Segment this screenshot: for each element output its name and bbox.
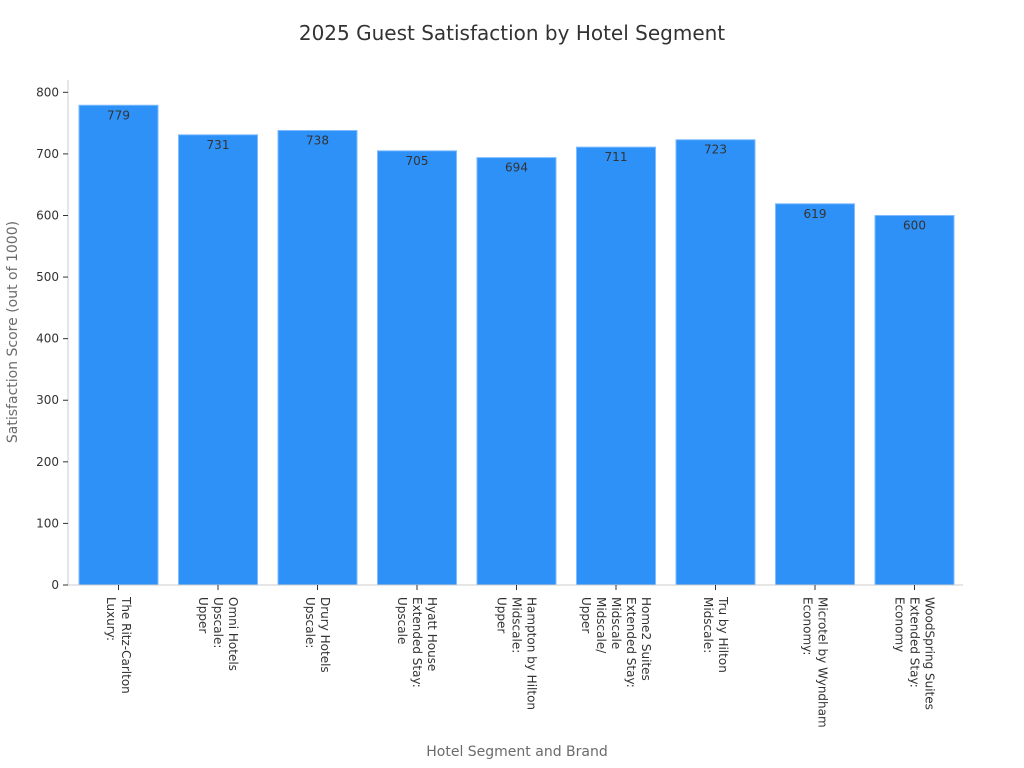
data-label: 600 — [903, 218, 926, 232]
x-tick-label-line: Midscale/ — [594, 597, 608, 654]
x-tick-label: Economy Extended Stay: WoodSpring Suites — [893, 597, 937, 710]
x-tick-label: Upscale Extended Stay: Hyatt House — [395, 597, 439, 688]
data-label: 694 — [505, 161, 528, 175]
x-tick-label-line: Upper — [495, 597, 509, 633]
x-tick-label: Luxury: The Ritz-Carlton — [104, 596, 133, 694]
x-axis-title: Hotel Segment and Brand — [426, 744, 607, 760]
x-tick-label-line: Tru by Hilton — [716, 596, 730, 673]
x-tick-label-line: Omni Hotels — [226, 597, 240, 671]
bar — [78, 104, 159, 586]
x-tick-label-line: The Ritz-Carlton — [119, 596, 133, 694]
y-tick-label: 800 — [36, 85, 59, 99]
chart-title: 2025 Guest Satisfaction by Hotel Segment — [299, 21, 725, 45]
x-tick-label-line: Upscale — [395, 597, 409, 644]
bars-layer: 779 731 738 705 694 711 723 619 600 — [78, 104, 955, 586]
data-label: 731 — [207, 138, 230, 152]
x-tick-label-line: Economy: — [801, 597, 815, 655]
x-tick-label-line: Hampton by Hilton — [525, 597, 539, 710]
x-tick-label-line: Upscale: — [303, 597, 317, 648]
y-tick-label: 200 — [36, 455, 59, 469]
bar — [576, 146, 656, 586]
axes-layer: 0 100 200 300 400 500 600 700 800 Luxury: The Ritz… — [36, 80, 963, 728]
x-tick-label-line: Luxury: — [104, 597, 118, 641]
x-tick-label-line: Upscale: — [211, 597, 225, 648]
x-tick-label: Economy: Microtel by Wyndham — [801, 597, 830, 728]
x-tick-label-line: Drury Hotels — [318, 597, 332, 673]
x-tick-label-line: Upper — [196, 597, 210, 633]
data-label: 619 — [804, 207, 827, 221]
y-tick-label: 100 — [36, 516, 59, 530]
x-tick-label-line: Extended Stay: — [908, 597, 922, 688]
x-tick-label-line: Upper — [579, 597, 593, 633]
x-tick-label: Midscale: Tru by Hilton — [701, 596, 730, 673]
data-label: 711 — [605, 150, 628, 164]
x-tick-label-line: Hyatt House — [425, 597, 439, 671]
y-tick-label: 400 — [36, 332, 59, 346]
x-tick-label: Upper Midscale: Hampton by Hilton — [495, 597, 539, 710]
bar — [476, 157, 557, 586]
y-axis-title: Satisfaction Score (out of 1000) — [5, 221, 21, 443]
bar — [675, 139, 756, 586]
x-tick-label: Upper Upscale: Omni Hotels — [196, 597, 240, 671]
x-tick-label-line: Midscale: — [701, 597, 715, 653]
y-tick-label: 600 — [36, 208, 59, 222]
data-label: 779 — [107, 108, 130, 122]
bar — [277, 130, 358, 586]
y-tick-label: 300 — [36, 393, 59, 407]
x-tick-label-line: Home2 Suites — [639, 597, 653, 681]
bar — [178, 134, 258, 586]
x-tick-label-line: Extended Stay: — [624, 597, 638, 688]
data-label: 738 — [306, 134, 329, 148]
bar — [377, 150, 457, 586]
y-tick-label: 500 — [36, 270, 59, 284]
y-tick-label: 700 — [36, 147, 59, 161]
x-tick-label-line: Midscale: — [510, 597, 524, 653]
x-tick-label-line: Extended Stay: — [410, 597, 424, 688]
x-tick-label: Upper Midscale/Midscale Extended Stay: Home… — [579, 597, 653, 688]
x-tick-label-line: Midscale — [609, 597, 623, 649]
x-tick-label: Upscale: Drury Hotels — [303, 597, 332, 673]
data-label: 723 — [704, 143, 727, 157]
x-tick-label-line: WoodSpring Suites — [923, 597, 937, 710]
x-tick-label-line: Economy — [893, 597, 907, 652]
x-tick-label-line: Microtel by Wyndham — [816, 597, 830, 728]
bar — [775, 203, 855, 586]
data-label: 705 — [406, 154, 429, 168]
bar — [874, 214, 955, 586]
y-tick-label: 0 — [51, 578, 59, 592]
